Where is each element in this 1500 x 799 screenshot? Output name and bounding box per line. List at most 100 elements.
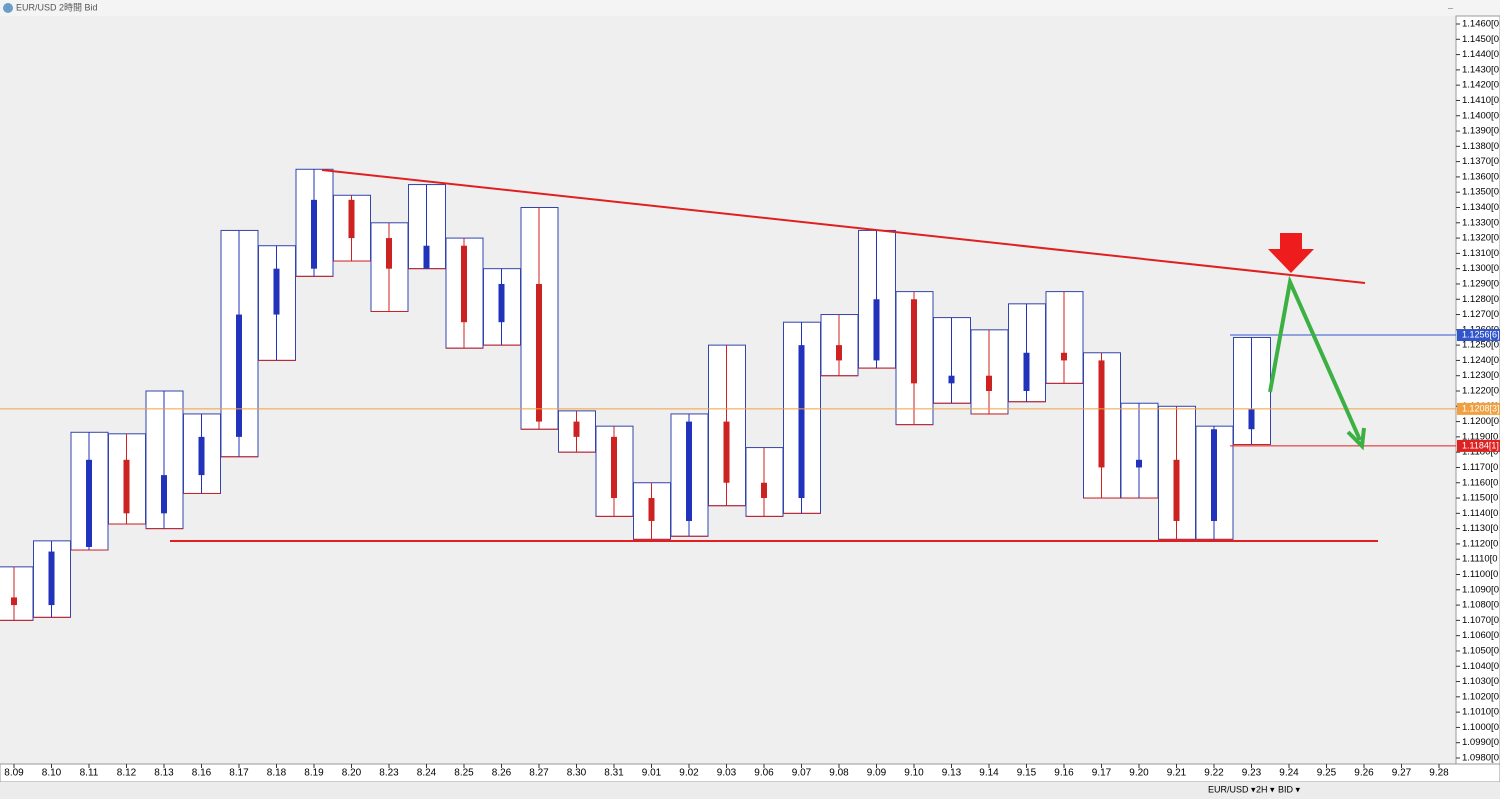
y-tick-label: 1.1020[0 [1462,691,1499,702]
x-tick-label: 8.12 [117,768,137,779]
y-tick-label: 1.1350[0 [1462,187,1499,198]
x-tick-label: 8.25 [454,768,474,779]
y-tick-label: 1.1320[0 [1462,233,1499,244]
candle-body [761,482,767,499]
x-tick-label: 9.20 [1129,768,1149,779]
y-tick-label: 1.1390[0 [1462,126,1499,137]
y-tick-label: 1.1270[0 [1462,309,1499,320]
y-tick-label: 1.1200[0 [1462,416,1499,427]
y-tick-label: 1.1290[0 [1462,278,1499,289]
y-tick-label: 1.1450[0 [1462,34,1499,45]
y-tick-label: 1.1120[0 [1462,538,1498,549]
y-tick-label: 1.1050[0 [1462,645,1499,656]
y-tick-label: 1.0990[0 [1462,737,1499,748]
candle-body [536,283,542,422]
y-tick-label: 1.1100[0 [1462,569,1498,580]
symbol-select[interactable]: EUR/USD ▾ [1208,784,1256,794]
y-tick-label: 1.0980[0 [1462,753,1499,764]
x-tick-label: 9.27 [1392,768,1412,779]
x-tick-label: 9.16 [1054,768,1074,779]
y-tick-label: 1.1250[0 [1462,340,1499,351]
candle-body [723,421,730,483]
candle-body [1211,429,1217,521]
price-tag [1457,439,1500,452]
y-tick-label: 1.1300[0 [1462,263,1499,274]
y-tick-label: 1.1360[0 [1462,171,1499,182]
day-range-box [0,566,34,621]
y-tick-label: 1.1030[0 [1462,676,1499,687]
x-tick-label: 8.13 [154,768,174,779]
y-tick-label: 1.1380[0 [1462,141,1499,152]
period-select[interactable]: 2H ▾ [1256,784,1275,794]
y-tick-label: 1.1090[0 [1462,584,1499,595]
x-tick-label: 8.26 [492,768,512,779]
x-tick-label: 8.18 [267,768,287,779]
candle-body [1173,459,1180,521]
y-tick-label: 1.1000[0 [1462,722,1499,733]
candle-body [686,421,692,521]
x-tick-label: 8.09 [4,768,24,779]
candle-body [386,238,392,269]
x-tick-label: 8.30 [567,768,587,779]
y-tick-label: 1.1220[0 [1462,386,1499,397]
y-tick-label: 1.1070[0 [1462,615,1499,626]
y-tick-label: 1.1310[0 [1462,248,1499,259]
price-tag-label: 1.1256[6] [1462,329,1500,339]
x-tick-label: 9.13 [942,768,962,779]
y-tick-label: 1.1150[0 [1462,493,1498,504]
candle-body [273,268,280,315]
x-tick-label: 8.10 [42,768,62,779]
candle-body [1136,459,1142,468]
y-tick-label: 1.1420[0 [1462,80,1499,91]
y-tick-label: 1.1430[0 [1462,64,1499,75]
y-tick-label: 1.1130[0 [1462,523,1498,534]
x-tick-label: 9.08 [829,768,849,779]
candle-body [311,199,317,269]
x-tick-label: 9.01 [642,768,662,779]
x-tick-label: 9.24 [1279,768,1299,779]
candle-body [123,459,130,514]
y-tick-label: 1.1080[0 [1462,600,1499,611]
y-tick-label: 1.1330[0 [1462,217,1499,228]
y-tick-label: 1.1170[0 [1462,462,1498,473]
x-tick-label: 9.06 [754,768,774,779]
price-tag-label: 1.1208[3] [1462,403,1500,413]
y-tick-label: 1.1460[0 [1462,19,1499,30]
candle-body [348,199,355,239]
y-tick-label: 1.1370[0 [1462,156,1499,167]
candle-body [948,375,955,384]
y-tick-label: 1.1010[0 [1462,707,1499,718]
resistance-trendline [321,169,1366,284]
chart-layer: 1.1460[0 1.1450[0 1.1440[0 1.1430[0 1.1420[0… [0,19,1500,779]
x-tick-label: 9.21 [1167,768,1187,779]
y-tick-label: 1.1410[0 [1462,95,1499,106]
minimize-button[interactable]: – [1448,2,1453,12]
candle-body [498,283,505,323]
time-axis [0,763,1500,783]
candle-body [836,345,842,361]
title-bar [0,0,1500,16]
y-tick-label: 1.1190[0 [1462,431,1498,442]
y-tick-label: 1.1440[0 [1462,49,1499,60]
annotations [170,169,1378,542]
x-tick-label: 9.10 [904,768,924,779]
candle-body [611,436,617,499]
x-tick-label: 8.24 [417,768,437,779]
candle-body [873,299,880,361]
candle-body [198,436,205,476]
x-tick-label: 9.22 [1204,768,1224,779]
projection-arrowhead [1346,427,1366,451]
candle-body [798,345,805,499]
x-tick-label: 8.19 [304,768,324,779]
y-tick-label: 1.1230[0 [1462,370,1499,381]
x-tick-label: 9.15 [1017,768,1037,779]
candle-body [1061,352,1067,361]
candle-body [648,498,655,521]
x-tick-label: 8.27 [529,768,549,779]
x-tick-label: 9.02 [679,768,699,779]
candle-body [461,245,467,323]
side-select[interactable]: BID ▾ [1278,784,1301,794]
candle-body [986,375,992,391]
x-tick-label: 9.25 [1317,768,1337,779]
